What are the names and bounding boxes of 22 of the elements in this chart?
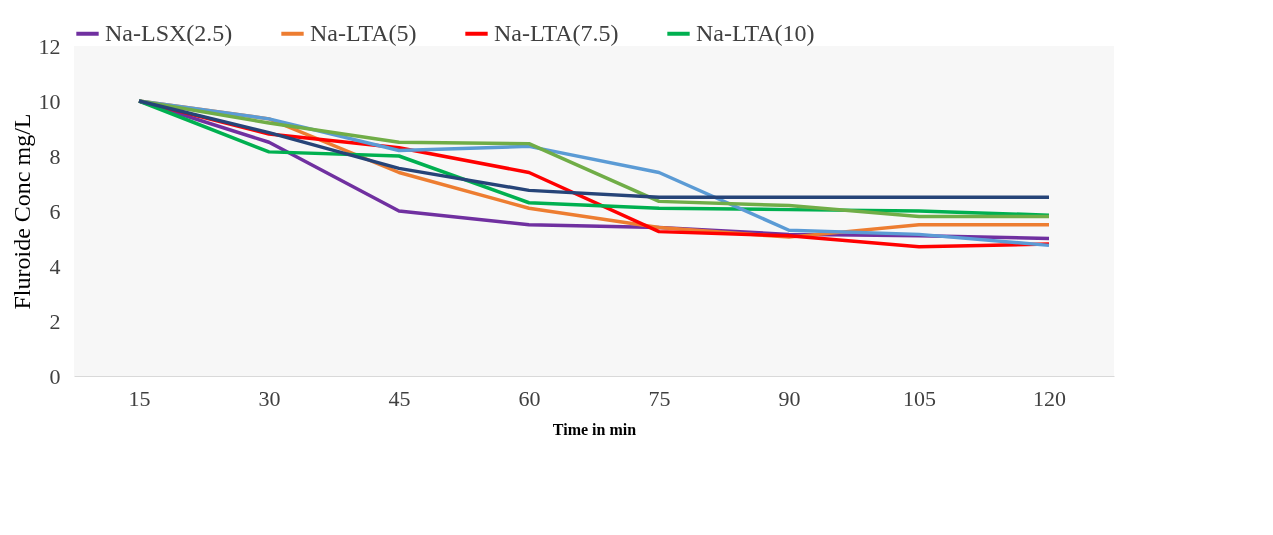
x-tick-label: 90 [778,385,801,411]
x-axis-title: Time in min [552,420,637,438]
legend-label: Na-LTA(10) [696,19,815,46]
x-tick-label: 30 [258,385,281,411]
legend-label: Na-LSX(2.5) [105,19,233,46]
x-tick-label: 45 [388,385,411,411]
line-series [137,99,1051,199]
y-tick-label: 12 [38,33,61,59]
y-tick-label: 8 [49,143,61,169]
legend-label: Na-LTA(7.5) [494,19,619,46]
x-tick-label: 15 [128,385,151,411]
x-tick-label: 75 [648,385,671,411]
y-axis-title: Fluroide Conc mg/L [8,113,35,310]
y-tick-label: 0 [49,363,61,389]
x-tick-label: 120 [1033,385,1066,411]
y-tick-label: 4 [49,253,61,279]
y-tick-label: 6 [49,198,61,224]
y-tick-label: 2 [49,308,61,334]
x-tick-label: 60 [518,385,541,411]
legend-label: Na-LTA(5) [310,19,417,46]
x-tick-label: 105 [903,385,936,411]
y-tick-label: 10 [38,88,61,114]
